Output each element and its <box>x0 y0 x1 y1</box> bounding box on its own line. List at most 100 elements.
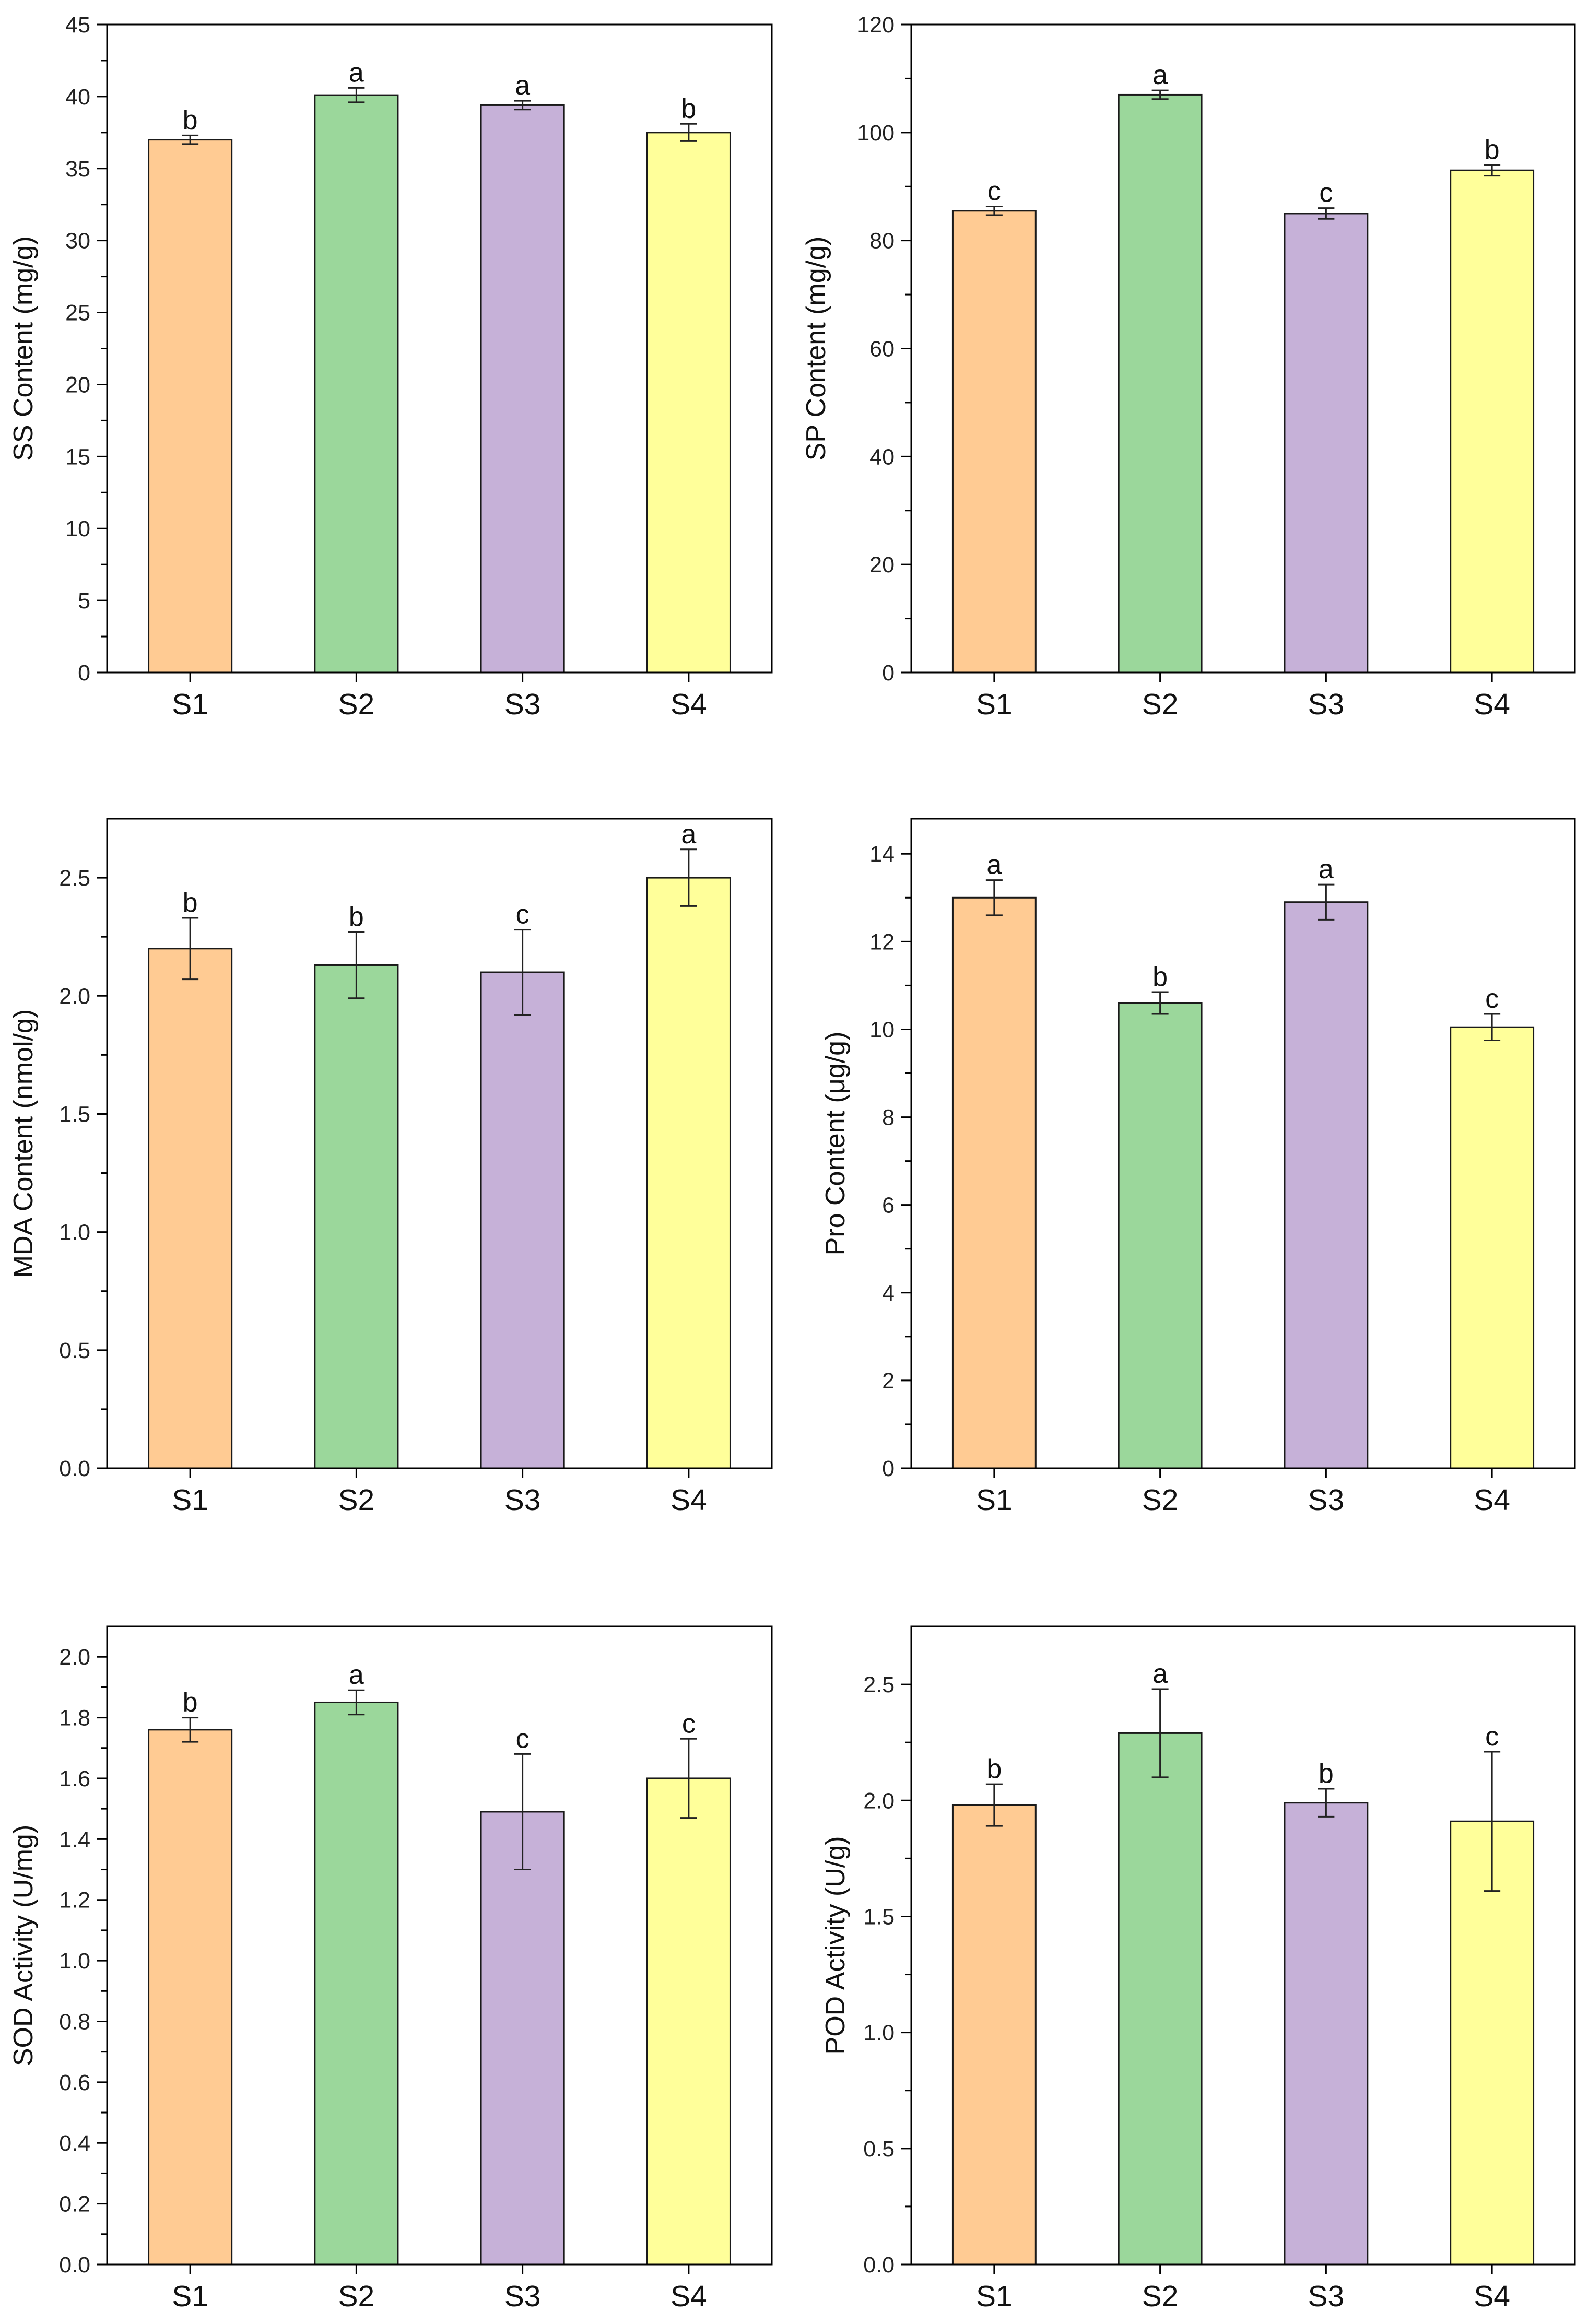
significance-label-s4: c <box>1485 984 1499 1014</box>
significance-label-s4: a <box>681 819 696 850</box>
y-tick-label: 0 <box>882 1456 895 1481</box>
x-tick-label-s1: S1 <box>976 2280 1013 2313</box>
significance-label-s3: c <box>1319 178 1333 208</box>
y-axis-title: Pro Content (μg/g) <box>820 1032 851 1256</box>
y-tick-label: 2.0 <box>863 1788 895 1813</box>
significance-label-s4: b <box>1485 135 1500 165</box>
y-axis-title: MDA Content (nmol/g) <box>8 1009 39 1278</box>
x-tick-label-s3: S3 <box>1308 1483 1345 1517</box>
y-tick-label: 30 <box>65 229 90 254</box>
y-tick-label: 0.4 <box>59 2131 90 2156</box>
chart-panel-6: b S1 a S2 b S3 c S4 0.0 0.5 1.0 1.5 2.0 2.5 POD Activi… <box>820 1625 1576 2313</box>
y-tick-label: 80 <box>869 229 895 254</box>
x-tick-label-s4: S4 <box>671 1483 707 1517</box>
chart-panel-4: a S1 b S2 a S3 c S4 0 2 4 6 8 10 12 14 Pro Content (μg/g… <box>820 818 1576 1517</box>
significance-label-s1: c <box>987 176 1001 207</box>
error-bar-s1 <box>985 1783 1003 1827</box>
x-tick-label-s3: S3 <box>1308 688 1345 721</box>
bar-s2 <box>1118 1002 1203 1469</box>
x-tick-label-s3: S3 <box>504 688 541 721</box>
error-bar-s3 <box>514 929 531 1016</box>
y-tick-label: 2.0 <box>59 984 90 1009</box>
y-tick-label: 0.8 <box>59 2009 90 2034</box>
plot-frame <box>106 1625 773 2266</box>
x-tick-label-s3: S3 <box>504 2280 541 2313</box>
significance-label-s2: a <box>1152 1659 1168 1689</box>
error-bar-s3 <box>1318 883 1335 921</box>
y-tick-label: 0.5 <box>59 1338 90 1363</box>
y-tick-label: 6 <box>882 1193 895 1218</box>
y-tick-label: 1.4 <box>59 1827 90 1852</box>
y-tick-label: 14 <box>869 842 895 867</box>
y-tick-label: 15 <box>65 444 90 469</box>
chart-panel-2: c S1 a S2 c S3 b S4 0 20 40 60 80 100 120 SP Content (m… <box>801 13 1576 721</box>
significance-label-s1: a <box>986 850 1002 880</box>
bar-s3 <box>480 1811 565 2266</box>
error-bar-s2 <box>1151 89 1169 100</box>
y-tick-label: 20 <box>869 552 895 577</box>
bar-s2 <box>314 1701 399 2266</box>
y-tick-label: 12 <box>869 929 895 954</box>
y-tick-label: 1.8 <box>59 1706 90 1731</box>
y-axis-title: POD Activity (U/g) <box>820 1836 851 2055</box>
error-bar-s4 <box>1484 164 1501 177</box>
chart-panel-3: b S1 b S2 c S3 a S4 0.0 0.5 1.0 1.5 2.0 2.5 MDA Conten… <box>8 818 773 1517</box>
bar-s1 <box>148 139 233 674</box>
x-tick-label-s1: S1 <box>172 1483 208 1517</box>
y-tick-label: 0.2 <box>59 2192 90 2217</box>
x-tick-label-s4: S4 <box>1474 688 1510 721</box>
x-tick-label-s4: S4 <box>671 688 707 721</box>
error-bar-s2 <box>1151 991 1169 1015</box>
y-tick-label: 2.5 <box>59 866 90 891</box>
error-bar-s3 <box>1318 207 1335 220</box>
bar-s3 <box>1284 1802 1369 2266</box>
bar-s1 <box>148 948 233 1469</box>
significance-label-s1: b <box>183 1688 198 1718</box>
x-tick-label-s2: S2 <box>338 688 375 721</box>
bar-s3 <box>480 971 565 1469</box>
y-tick-label: 1.5 <box>59 1102 90 1127</box>
error-bar-s3 <box>514 100 531 111</box>
y-tick-label: 2.0 <box>59 1645 90 1670</box>
significance-label-s3: a <box>1319 854 1334 884</box>
y-tick-label: 2.5 <box>863 1672 895 1697</box>
x-tick-label-s1: S1 <box>976 688 1013 721</box>
y-tick-label: 0.6 <box>59 2070 90 2095</box>
y-tick-label: 1.6 <box>59 1766 90 1791</box>
significance-label-s2: a <box>1152 60 1168 90</box>
x-tick-label-s1: S1 <box>976 1483 1013 1517</box>
error-bar-s2 <box>348 1689 365 1716</box>
significance-label-s3: c <box>516 900 530 930</box>
y-tick-label: 100 <box>857 121 895 146</box>
significance-label-s3: b <box>1319 1759 1334 1789</box>
x-tick-label-s2: S2 <box>338 2280 375 2313</box>
y-tick-label: 1.5 <box>863 1904 895 1929</box>
bar-s2 <box>1118 93 1203 674</box>
error-bar-s2 <box>348 87 365 103</box>
plot-frame <box>106 23 773 674</box>
bar-s4 <box>1450 1026 1535 1469</box>
error-bar-s2 <box>1151 1688 1169 1778</box>
significance-label-s2: b <box>1152 962 1168 992</box>
y-tick-label: 0.0 <box>59 2252 90 2278</box>
bar-s3 <box>1284 901 1369 1469</box>
significance-label-s1: b <box>986 1754 1002 1784</box>
y-tick-label: 5 <box>78 588 90 614</box>
chart-panel-5: b S1 a S2 c S3 c S4 0.0 0.2 0.4 0.6 0.8 1.0 1.2 1.4 1.6 1… <box>8 1625 773 2313</box>
significance-label-s4: b <box>681 93 696 124</box>
bar-s2 <box>314 964 399 1469</box>
bar-s2 <box>1118 1732 1203 2266</box>
y-axis-title: SS Content (mg/g) <box>8 236 39 461</box>
y-axis-title: SOD Activity (U/mg) <box>8 1825 39 2066</box>
bar-s1 <box>951 896 1037 1469</box>
y-tick-label: 10 <box>65 516 90 541</box>
x-tick-label-s2: S2 <box>1142 1483 1179 1517</box>
y-tick-label: 45 <box>65 13 90 38</box>
error-bar-s4 <box>680 123 697 142</box>
y-tick-label: 1.0 <box>863 2021 895 2046</box>
y-tick-label: 4 <box>882 1281 895 1306</box>
error-bar-s4 <box>1484 1751 1501 1892</box>
plot-frame <box>910 1625 1576 2266</box>
x-tick-label-s4: S4 <box>671 2280 707 2313</box>
